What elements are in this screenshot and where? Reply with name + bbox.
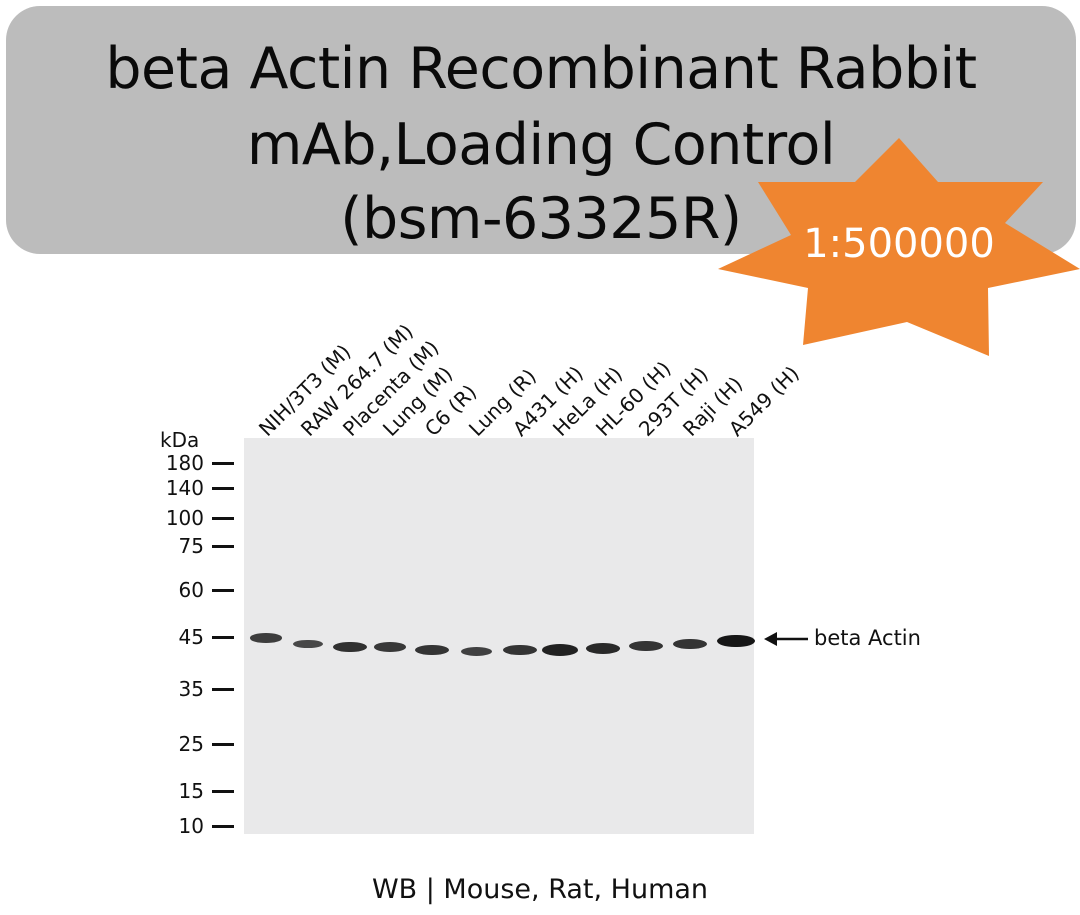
marker-label: 10 (178, 814, 204, 838)
footer-caption: WB | Mouse, Rat, Human (371, 874, 709, 905)
marker-tick (212, 790, 234, 793)
protein-band (250, 633, 282, 643)
starburst-badge (718, 138, 1080, 356)
protein-band (503, 644, 537, 656)
marker-tick (212, 545, 234, 548)
marker-label: 15 (178, 779, 204, 803)
protein-band (629, 640, 663, 652)
marker-tick (212, 636, 234, 639)
arrow-left-icon (764, 632, 808, 646)
western-blot-membrane (244, 438, 754, 834)
marker-label: 180 (165, 451, 204, 475)
protein-band (585, 642, 621, 654)
protein-band (460, 646, 492, 656)
title-line-2: mAb,Loading Control (246, 112, 836, 178)
protein-band (673, 638, 707, 650)
marker-label: 140 (165, 476, 204, 500)
band-label: beta Actin (814, 626, 921, 650)
marker-tick (212, 589, 234, 592)
protein-band (717, 634, 755, 648)
marker-tick (212, 688, 234, 691)
unit-label: kDa (160, 428, 200, 452)
protein-band (292, 639, 324, 649)
marker-label: 75 (178, 534, 204, 558)
marker-tick (212, 487, 234, 490)
title-line-1: beta Actin Recombinant Rabbit (105, 36, 977, 102)
title-banner: beta Actin Recombinant Rabbit mAb,Loadin… (6, 6, 1076, 254)
marker-tick (212, 517, 234, 520)
marker-label: 60 (178, 578, 204, 602)
marker-label: 100 (165, 506, 204, 530)
protein-band (415, 644, 449, 656)
marker-label: 35 (178, 677, 204, 701)
starburst-shape (718, 138, 1080, 356)
marker-tick (212, 462, 234, 465)
dilution-label: 1:500000 (803, 221, 995, 267)
protein-band (373, 642, 407, 652)
title-line-3: (bsm-63325R) (340, 186, 742, 252)
protein-band (333, 641, 367, 653)
marker-tick (212, 825, 234, 828)
marker-label: 45 (178, 625, 204, 649)
protein-band (542, 644, 578, 656)
marker-label: 25 (178, 732, 204, 756)
marker-tick (212, 743, 234, 746)
lane-label: A549 (H) (724, 361, 804, 441)
